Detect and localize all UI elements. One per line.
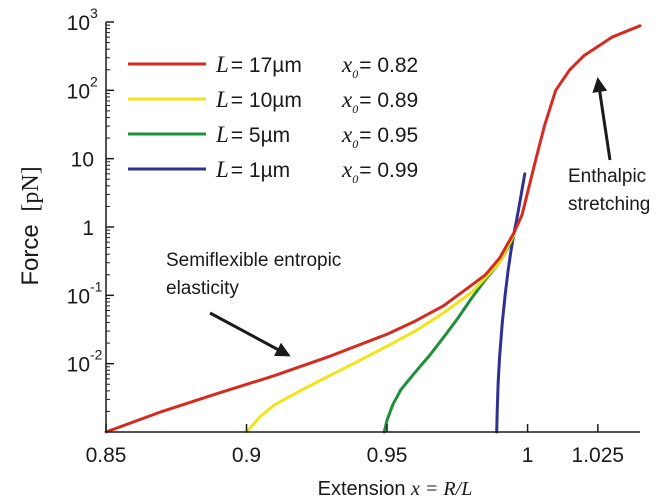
x-tick-label: 0.95 (367, 444, 408, 467)
legend-x0-value: = 0.99 (359, 159, 418, 182)
series-line-0 (104, 24, 642, 434)
x-tick-label: 0.85 (86, 444, 127, 467)
y-tick-exponent: 3 (90, 5, 98, 21)
x-axis-title-prefix: Extension (318, 478, 411, 500)
x-axis-title: Extension x = R/L (318, 478, 473, 500)
legend-x0-symbol: x (341, 157, 353, 182)
y-tick-label: 10 (67, 12, 90, 35)
legend-length: = 10µm (231, 89, 302, 112)
legend-x0-symbol: x (341, 122, 353, 147)
series-line-3 (495, 172, 527, 434)
legend-x0-value: = 0.82 (359, 54, 418, 77)
legend-x0-2: x0= 0.95 (341, 122, 418, 151)
annotation-enthalpic-line2: stretching (568, 194, 650, 215)
annotation-enthalpic-arrow (592, 77, 612, 161)
legend-x0-subscript: 0 (352, 137, 358, 151)
y-tick-exponent: -2 (90, 347, 103, 363)
y-axis-title: Force [pN] (17, 166, 44, 285)
y-tick-label: 10 (67, 285, 90, 308)
x-ticks: 0.85 0.9 0.95 1 1.025 (86, 424, 625, 467)
y-tick-label: 10 (67, 354, 90, 377)
y-tick-label: 10 (67, 80, 90, 103)
annotation-entropic-line2: elasticity (166, 278, 239, 299)
legend-x0-subscript: 0 (352, 102, 358, 116)
legend-x0-symbol: x (341, 52, 353, 77)
legend-x0-3: x0= 0.99 (341, 157, 418, 186)
legend-var: L (215, 157, 229, 182)
y-tick-label: 10 (71, 149, 94, 172)
legend-length: = 1µm (231, 159, 290, 182)
legend-label-3: L= 1µm (215, 157, 290, 182)
x-tick-label: 1.025 (572, 444, 625, 467)
legend-var: L (215, 52, 229, 77)
legend-label-1: L= 10µm (215, 87, 302, 112)
y-tick-label: 1 (82, 217, 94, 240)
annotation-enthalpic: Enthalpic stretching (568, 77, 650, 215)
annotation-entropic: Semiflexible entropic elasticity (166, 250, 341, 357)
legend: L= 17µm x0= 0.82L= 10µm x0= 0.89L= 5µm x0= … (128, 52, 418, 186)
annotation-enthalpic-line1: Enthalpic (568, 166, 646, 187)
legend-length: = 5µm (231, 124, 290, 147)
legend-label-2: L= 5µm (215, 122, 290, 147)
legend-var: L (215, 87, 229, 112)
y-axis-title-word: Force (17, 224, 44, 285)
x-tick-label: 1 (522, 444, 534, 467)
legend-length: = 17µm (231, 54, 302, 77)
legend-x0-subscript: 0 (352, 172, 358, 186)
y-tick-exponent: 2 (90, 73, 98, 89)
x-axis-title-math: x = R/L (410, 478, 472, 500)
annotation-entropic-arrow (209, 311, 291, 357)
y-axis-title-unit: [pN] (18, 166, 44, 211)
series-line-1 (245, 234, 515, 434)
legend-label-0: L= 17µm (215, 52, 302, 77)
annotation-entropic-line1: Semiflexible entropic (166, 250, 341, 271)
legend-x0-value: = 0.95 (359, 124, 418, 147)
legend-x0-subscript: 0 (352, 67, 358, 81)
plot-area (104, 24, 642, 434)
x-tick-label: 0.9 (232, 444, 261, 467)
legend-x0-symbol: x (341, 87, 353, 112)
legend-x0-1: x0= 0.89 (341, 87, 418, 116)
legend-x0-value: = 0.89 (359, 89, 418, 112)
legend-var: L (215, 122, 229, 147)
y-tick-exponent: -1 (90, 278, 103, 294)
legend-x0-0: x0= 0.82 (341, 52, 418, 81)
